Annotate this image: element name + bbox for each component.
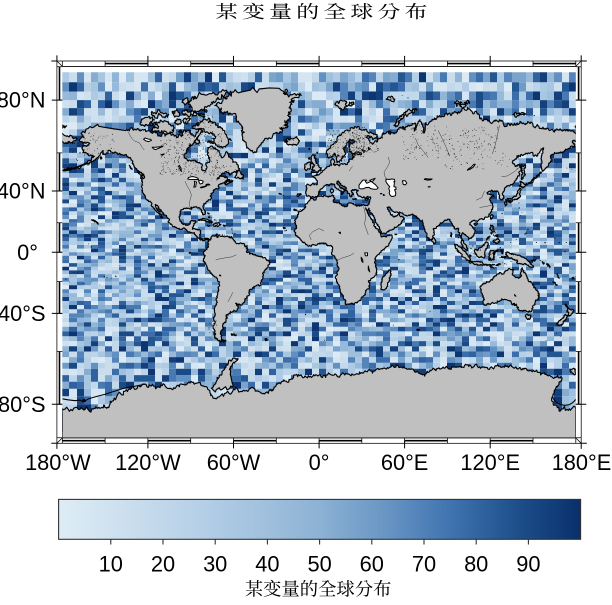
svg-text:50: 50 xyxy=(307,552,331,577)
svg-text:70: 70 xyxy=(412,552,436,577)
svg-text:40°N: 40°N xyxy=(0,179,46,204)
svg-text:60°W: 60°W xyxy=(207,450,261,475)
svg-text:10: 10 xyxy=(99,552,123,577)
svg-text:60°E: 60°E xyxy=(381,450,429,475)
svg-text:40°S: 40°S xyxy=(0,301,46,326)
svg-text:90: 90 xyxy=(516,552,540,577)
svg-text:40: 40 xyxy=(255,552,279,577)
svg-text:30: 30 xyxy=(203,552,227,577)
svg-text:120°W: 120°W xyxy=(115,450,181,475)
svg-text:80: 80 xyxy=(464,552,488,577)
svg-text:20: 20 xyxy=(151,552,175,577)
svg-text:180°E: 180°E xyxy=(552,450,612,475)
svg-text:80°S: 80°S xyxy=(0,392,46,417)
svg-text:0°: 0° xyxy=(17,240,38,265)
svg-text:0°: 0° xyxy=(309,450,330,475)
svg-text:60: 60 xyxy=(360,552,384,577)
svg-text:180°W: 180°W xyxy=(25,450,91,475)
svg-text:80°N: 80°N xyxy=(0,88,46,113)
svg-text:120°E: 120°E xyxy=(460,450,520,475)
